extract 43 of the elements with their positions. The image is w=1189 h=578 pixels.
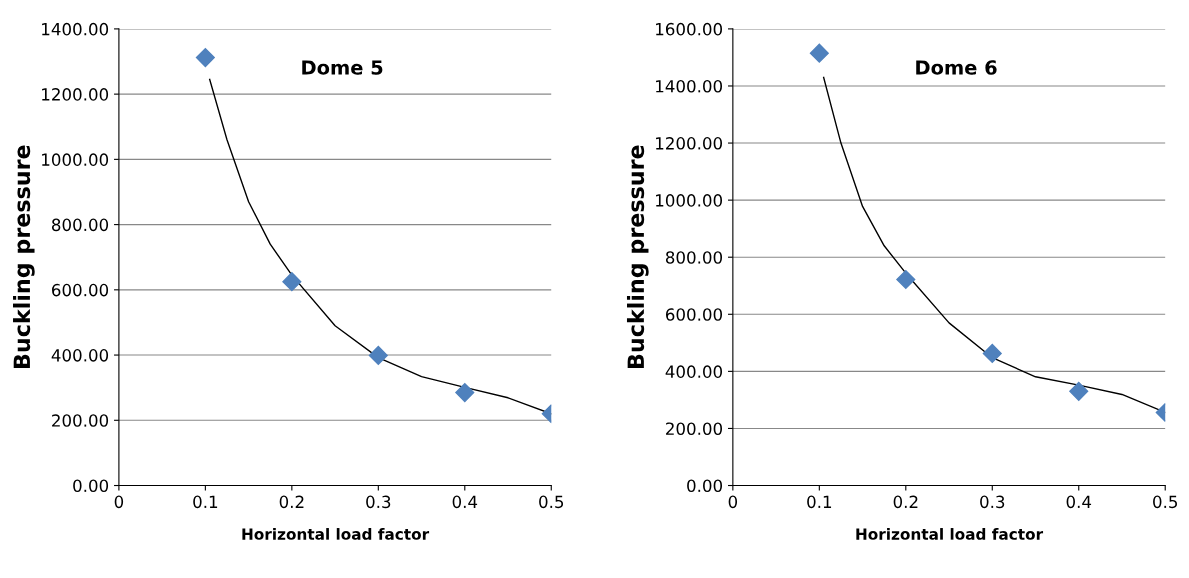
point [282, 272, 302, 292]
y-axis-title: Buckling pressure [13, 145, 35, 368]
x-tick-label: 0.2 [893, 495, 918, 509]
point [1069, 381, 1089, 401]
x-tick-label: 0.4 [1066, 495, 1092, 509]
point [896, 269, 916, 290]
x-axis-title: Horizontal load factor [856, 528, 1044, 540]
y-tick-label: 400.00 [51, 349, 109, 362]
x-tick-label: 0.5 [539, 495, 564, 509]
y-tick-label: 0.00 [687, 479, 723, 493]
x-tick-label: 0 [728, 495, 738, 509]
y-tick-label: 1000.00 [656, 194, 723, 207]
point [982, 343, 1002, 363]
y-tick-label: 800.00 [51, 218, 109, 232]
y-tick-label: 1200.00 [656, 137, 723, 150]
y-tick-label: 1400.00 [656, 79, 723, 93]
y-tick-label: 200.00 [52, 414, 109, 427]
y-tick-label: 1600.00 [656, 22, 723, 36]
x-axis-title: Horizontal load factor [242, 528, 430, 540]
x-tick-label: 0 [114, 495, 124, 509]
y-tick-label: 1000.00 [42, 153, 109, 166]
point [455, 383, 475, 403]
y-tick-label: 400.00 [665, 365, 723, 378]
y-tick-label: 800.00 [665, 251, 723, 264]
y-tick-label: 1400.00 [42, 22, 109, 36]
y-tick-label: 1200.00 [42, 88, 109, 101]
point [195, 48, 215, 68]
x-tick-label: 0.3 [366, 495, 391, 509]
point [809, 43, 829, 63]
y-tick-label: 600.00 [665, 308, 723, 321]
y-axis-title: Buckling pressure [626, 145, 649, 368]
y-tick-label: 200.00 [666, 422, 723, 436]
x-tick-label: 0.4 [452, 495, 478, 509]
y-tick-label: 0.00 [73, 479, 109, 493]
x-tick-label: 0.1 [193, 495, 218, 509]
x-tick-label: 0.2 [279, 495, 304, 509]
x-tick-label: 0.1 [807, 495, 832, 509]
point [368, 345, 388, 365]
text: Dome 6 [916, 60, 997, 75]
x-tick-label: 0.3 [980, 495, 1005, 509]
y-tick-label: 600.00 [52, 283, 109, 297]
text: Dome 5 [302, 60, 383, 75]
x-tick-label: 0.5 [1153, 495, 1178, 509]
